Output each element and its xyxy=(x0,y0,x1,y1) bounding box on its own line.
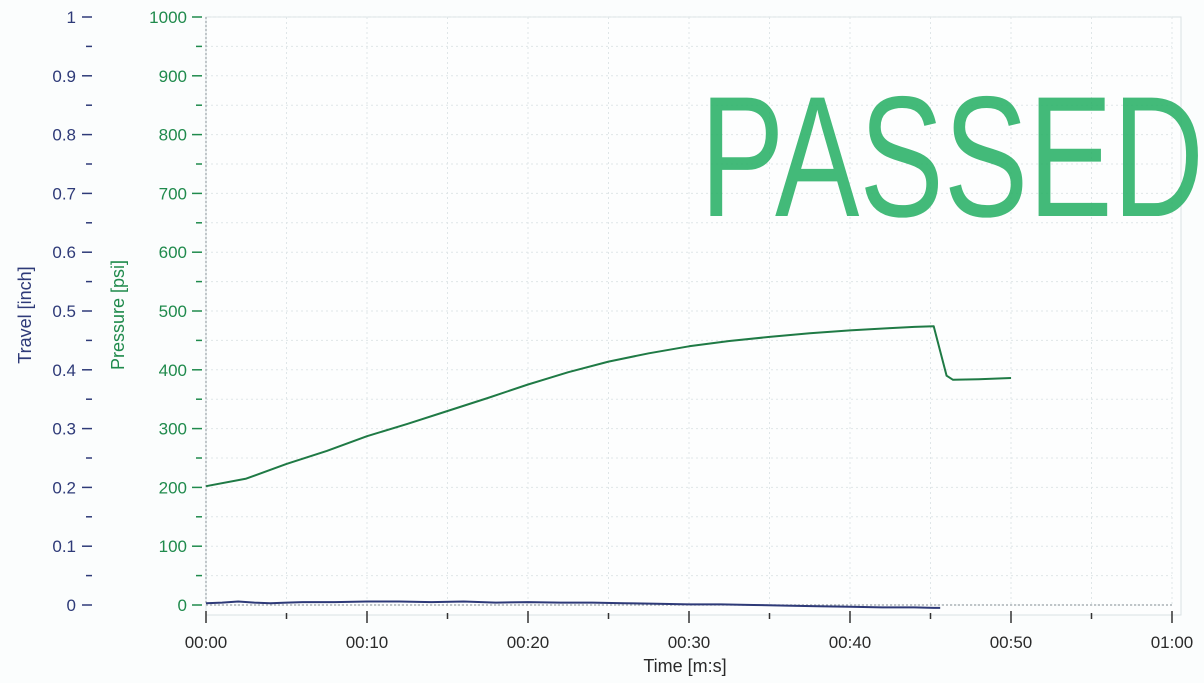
series-layer xyxy=(205,325,1012,609)
travel-tick-label: 0.2 xyxy=(52,478,76,497)
travel-series-line xyxy=(205,600,941,609)
pressure-tick-label: 800 xyxy=(159,126,187,145)
x-tick-label: 00:30 xyxy=(668,633,711,652)
x-tick-label: 00:00 xyxy=(185,633,228,652)
stamp-layer: PASSED xyxy=(700,61,1204,253)
grid xyxy=(205,16,1173,606)
x-tick-label: 01:00 xyxy=(1151,633,1194,652)
travel-tick-label: 0.6 xyxy=(52,243,76,262)
x-tick-label: 00:20 xyxy=(507,633,550,652)
pressure-tick-label: 100 xyxy=(159,537,187,556)
travel-tick-label: 0.9 xyxy=(52,67,76,86)
travel-tick-label: 0 xyxy=(67,596,76,615)
travel-axis-label: Travel [inch] xyxy=(15,266,35,363)
travel-tick-label: 0.3 xyxy=(52,420,76,439)
passed-stamp: PASSED xyxy=(700,61,1204,253)
pressure-tick-label: 700 xyxy=(159,184,187,203)
travel-tick-label: 0.8 xyxy=(52,126,76,145)
pressure-series-line xyxy=(205,325,1012,488)
axes: 0 0.1 0.2 0.3 0.4 0.5 0.6 0.7 0.8 0.9 1 0 100 200 300 4… xyxy=(52,8,1193,652)
travel-tick-label: 0.1 xyxy=(52,537,76,556)
pressure-tick-label: 300 xyxy=(159,420,187,439)
pressure-tick-label: 1000 xyxy=(149,8,187,27)
travel-tick-label: 1 xyxy=(67,8,76,27)
pressure-tick-label: 200 xyxy=(159,478,187,497)
plot-background xyxy=(205,16,1182,616)
pressure-tick-label: 500 xyxy=(159,302,187,321)
pressure-axis-label: Pressure [psi] xyxy=(108,260,128,370)
x-axis-label: Time [m:s] xyxy=(643,656,726,676)
pressure-tick-label: 900 xyxy=(159,67,187,86)
x-tick-label: 00:10 xyxy=(346,633,389,652)
pressure-tick-label: 400 xyxy=(159,361,187,380)
pressure-tick-label: 600 xyxy=(159,243,187,262)
travel-tick-label: 0.7 xyxy=(52,184,76,203)
x-tick-label: 00:50 xyxy=(990,633,1033,652)
pressure-tick-label: 0 xyxy=(178,596,187,615)
travel-tick-label: 0.4 xyxy=(52,361,76,380)
x-tick-label: 00:40 xyxy=(829,633,872,652)
travel-tick-label: 0.5 xyxy=(52,302,76,321)
